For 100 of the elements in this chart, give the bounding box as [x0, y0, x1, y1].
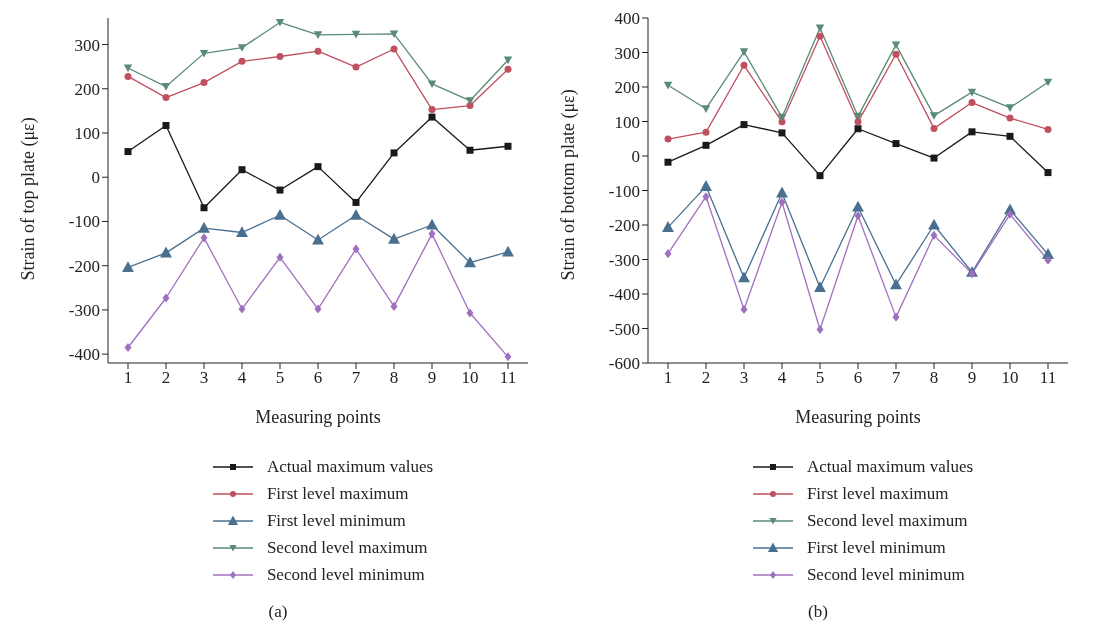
point	[816, 172, 824, 180]
x-tick-label: 5	[275, 368, 285, 388]
legend-label: First level maximum	[806, 483, 949, 504]
point	[968, 269, 976, 279]
y-tick-label: 300	[74, 35, 100, 55]
point	[504, 65, 512, 73]
point	[200, 233, 208, 243]
point	[276, 52, 284, 60]
point	[160, 246, 172, 258]
point	[428, 113, 436, 121]
point	[967, 88, 977, 97]
legend-label: Second level minimum	[266, 564, 425, 585]
point	[124, 148, 132, 156]
point	[1006, 209, 1014, 219]
point	[314, 47, 322, 55]
x-tick-label: 10	[1001, 368, 1019, 388]
point	[1006, 114, 1014, 122]
x-tick-label: 9	[967, 368, 977, 388]
point	[854, 211, 862, 221]
y-tick-label: -300	[608, 250, 640, 270]
y-tick-label: -500	[608, 319, 640, 339]
point	[892, 312, 900, 322]
y-axis-title: Strain of bottom plate (με)	[558, 89, 580, 281]
point	[352, 198, 360, 206]
point	[466, 146, 474, 154]
point	[740, 61, 748, 69]
y-tick-label: -400	[608, 285, 640, 305]
y-tick-label: 200	[614, 78, 640, 98]
point	[1005, 104, 1015, 112]
text: (b)	[807, 602, 829, 622]
point	[352, 244, 360, 254]
y-tick-label: 300	[614, 43, 640, 63]
x-tick-label: 4	[237, 368, 247, 388]
point	[1043, 78, 1053, 87]
point	[464, 256, 476, 268]
point	[312, 233, 324, 245]
point	[738, 271, 750, 283]
point	[930, 230, 938, 240]
point	[162, 293, 170, 303]
x-tick-label: 7	[891, 368, 901, 388]
x-tick-label: 8	[389, 368, 399, 388]
point	[930, 124, 938, 132]
x-tick-label: 5	[815, 368, 825, 388]
x-tick-label: 7	[351, 368, 361, 388]
point	[427, 80, 437, 89]
point	[276, 252, 284, 262]
x-tick-label: 8	[929, 368, 939, 388]
point	[199, 49, 209, 58]
point	[161, 83, 171, 91]
point	[663, 81, 673, 90]
x-tick-label: 9	[427, 368, 437, 388]
point	[162, 121, 170, 129]
point	[930, 154, 938, 162]
point	[388, 232, 400, 244]
point	[236, 226, 248, 238]
x-tick-label: 10	[461, 368, 479, 388]
y-tick-label: -400	[68, 345, 100, 365]
point	[428, 106, 436, 114]
point	[200, 79, 208, 87]
point	[664, 249, 672, 259]
point	[352, 63, 360, 71]
legend-label: Actual maximum values	[806, 456, 974, 477]
y-tick-label: 100	[614, 112, 640, 132]
y-tick-label: -100	[68, 212, 100, 232]
point	[276, 186, 284, 194]
x-tick-label: 11	[1039, 368, 1057, 388]
legend-label: First level minimum	[266, 510, 406, 531]
point	[816, 324, 824, 335]
point	[777, 113, 787, 122]
point	[466, 308, 474, 318]
y-axis-title: Strain of top plate (με)	[18, 117, 40, 281]
point	[238, 166, 246, 174]
legend-label: First level minimum	[806, 537, 946, 558]
legend-label: Actual maximum values	[266, 456, 434, 477]
point	[237, 44, 247, 52]
point	[929, 112, 939, 120]
point	[200, 204, 208, 212]
point	[1044, 169, 1052, 177]
y-tick-label: -600	[608, 354, 640, 374]
point	[389, 30, 399, 39]
x-tick-label: 4	[777, 368, 787, 388]
point	[390, 45, 398, 53]
point	[502, 245, 514, 257]
point	[778, 129, 786, 137]
point	[891, 41, 901, 50]
point	[314, 163, 322, 171]
x-tick-label: 3	[739, 368, 749, 388]
point	[740, 304, 748, 315]
point	[740, 121, 748, 129]
point	[428, 229, 436, 239]
point	[238, 57, 246, 65]
y-tick-label: 400	[614, 9, 640, 29]
point	[1044, 255, 1052, 265]
y-tick-label: -300	[68, 300, 100, 320]
x-tick-label: 2	[161, 368, 171, 388]
point	[739, 48, 749, 57]
point	[314, 304, 322, 314]
x-tick-label: 1	[663, 368, 673, 388]
point	[390, 149, 398, 157]
legend-label: Second level minimum	[806, 564, 965, 585]
